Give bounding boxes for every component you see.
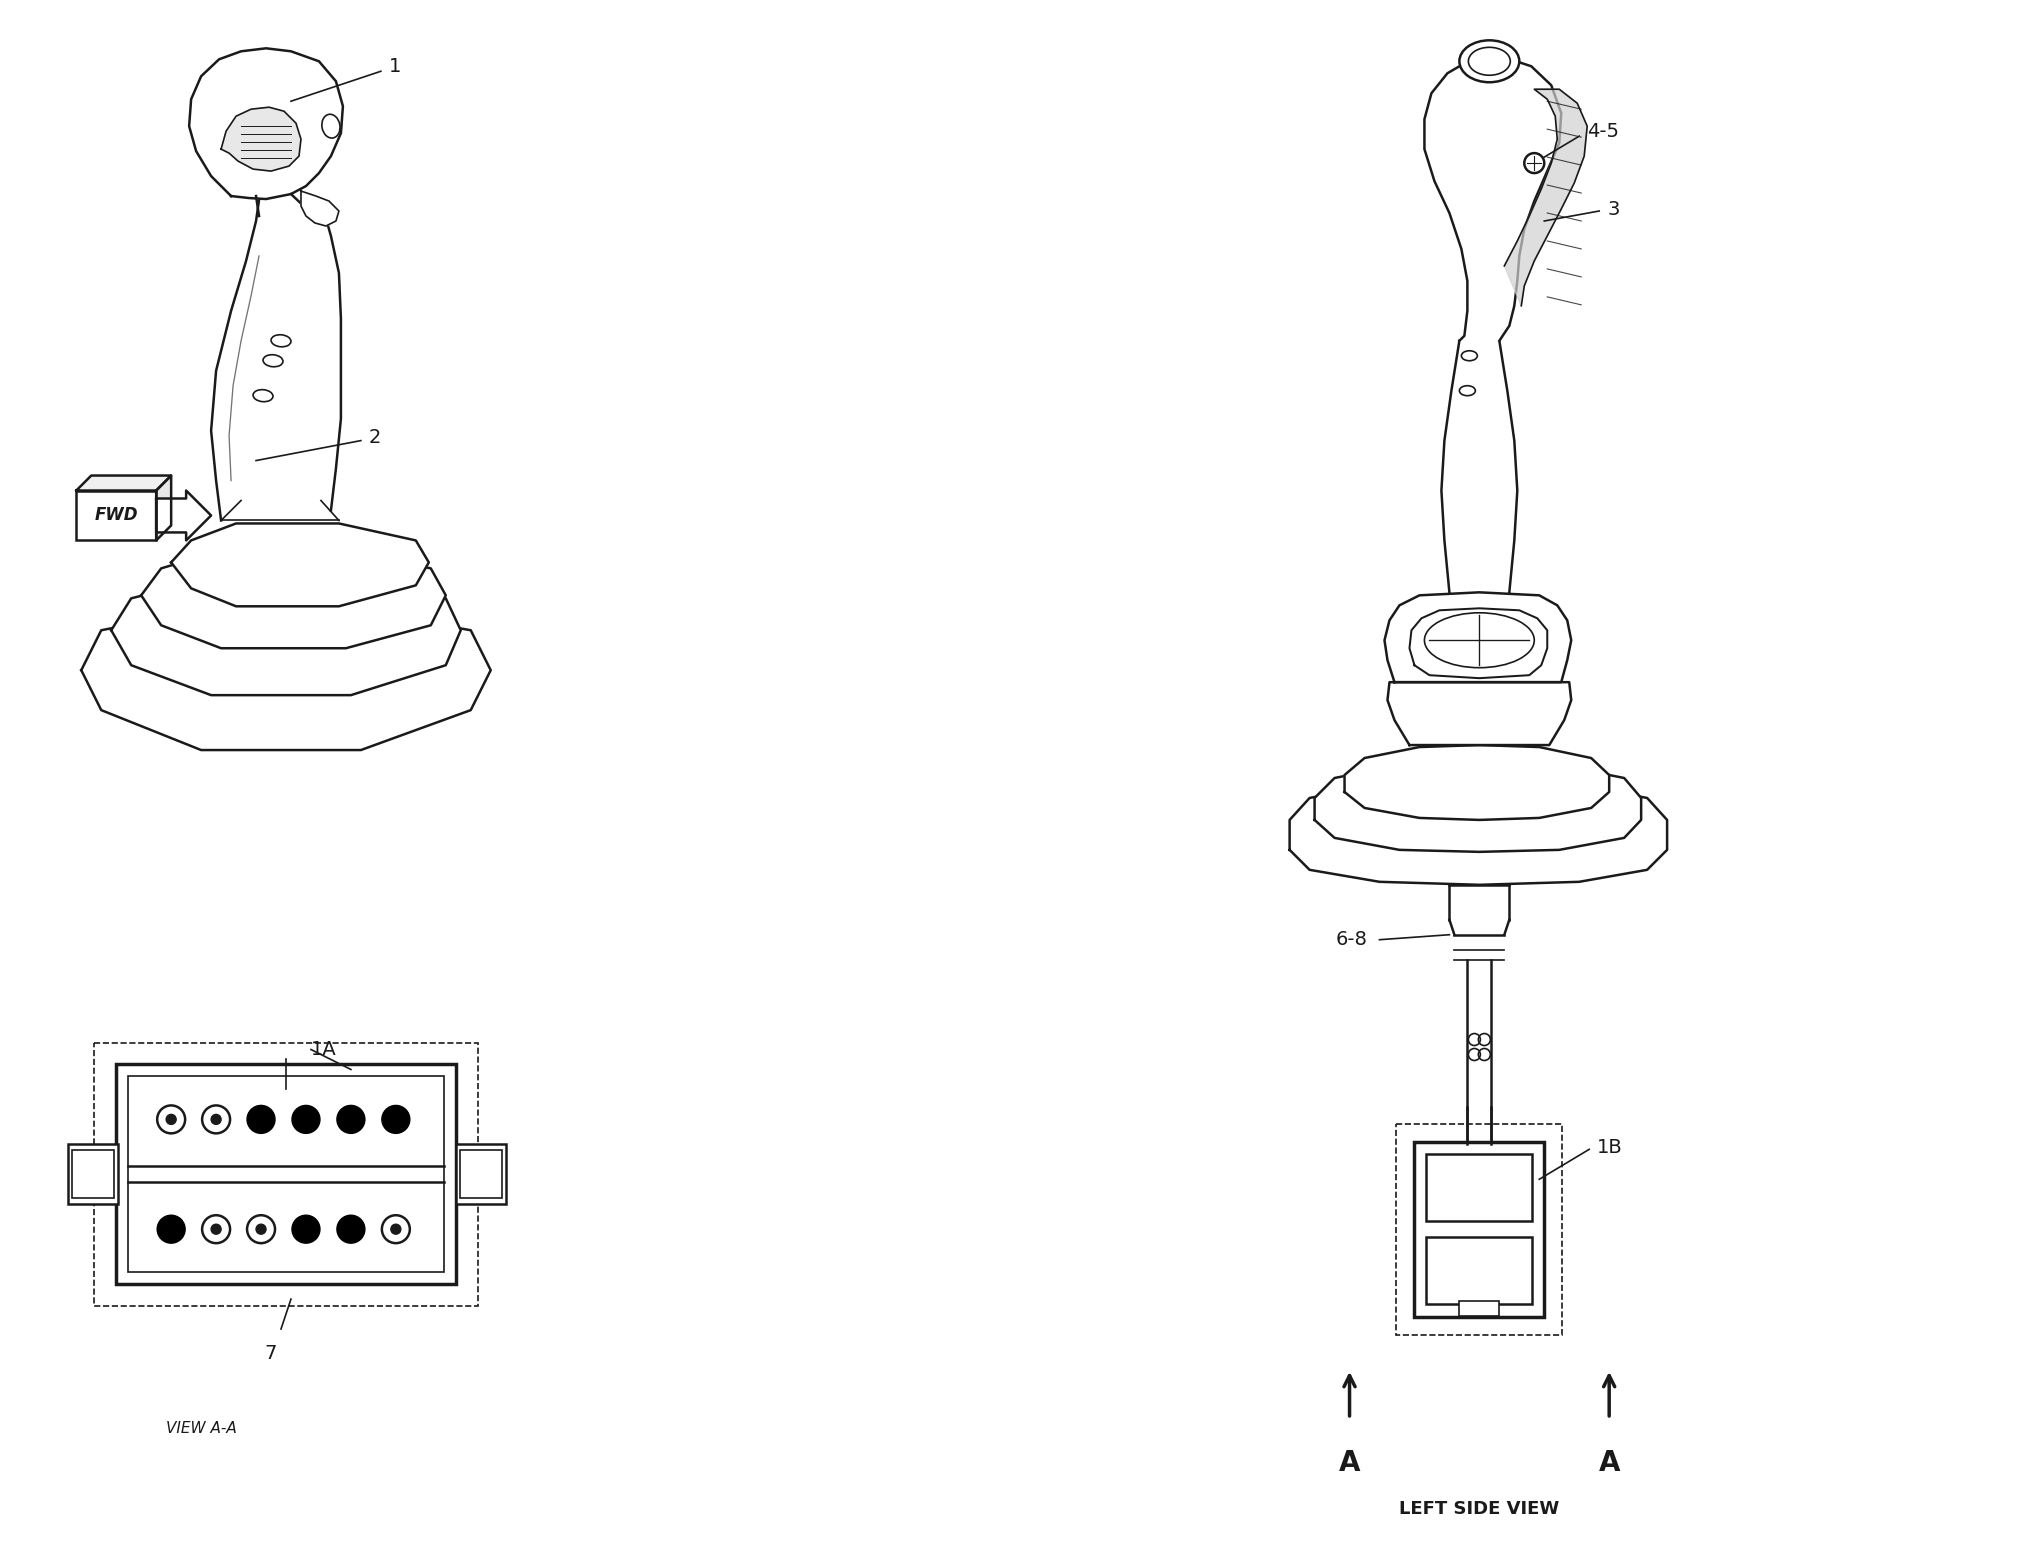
Polygon shape [172, 523, 429, 607]
Bar [1426, 1237, 1533, 1304]
Text: FWD: FWD [95, 506, 138, 524]
Polygon shape [81, 610, 490, 750]
Bar [73, 1150, 113, 1198]
Polygon shape [142, 551, 446, 649]
Bar [128, 1077, 443, 1273]
Circle shape [292, 1215, 320, 1243]
Polygon shape [156, 476, 172, 540]
Text: A: A [1339, 1449, 1361, 1477]
Circle shape [383, 1105, 409, 1133]
Circle shape [336, 1215, 364, 1243]
Bar [456, 1144, 506, 1204]
Text: LEFT SIDE VIEW: LEFT SIDE VIEW [1399, 1500, 1559, 1517]
Text: 3: 3 [1608, 199, 1620, 218]
Circle shape [391, 1225, 401, 1234]
Circle shape [166, 1114, 176, 1125]
Text: 2: 2 [369, 428, 381, 447]
Circle shape [211, 1225, 221, 1234]
Bar [77, 490, 156, 540]
Bar [69, 1144, 117, 1204]
Circle shape [336, 1105, 364, 1133]
Text: VIEW A-A: VIEW A-A [166, 1421, 237, 1436]
Circle shape [202, 1215, 231, 1243]
Text: 1A: 1A [312, 1039, 336, 1060]
Polygon shape [1345, 745, 1610, 820]
Polygon shape [1385, 593, 1571, 682]
Polygon shape [1442, 341, 1517, 593]
Bar [460, 1150, 502, 1198]
Polygon shape [211, 187, 340, 520]
Circle shape [158, 1215, 184, 1243]
Circle shape [247, 1105, 275, 1133]
Polygon shape [156, 490, 211, 540]
Polygon shape [111, 579, 462, 696]
Bar [1460, 1301, 1498, 1316]
Ellipse shape [1460, 40, 1519, 82]
Text: 1B: 1B [1598, 1137, 1622, 1156]
Bar [95, 1043, 478, 1305]
Circle shape [211, 1114, 221, 1125]
Circle shape [292, 1105, 320, 1133]
Text: A: A [1598, 1449, 1620, 1477]
Circle shape [247, 1215, 275, 1243]
Polygon shape [1314, 762, 1640, 851]
Bar [115, 1064, 456, 1284]
Bar [1413, 1142, 1545, 1316]
Text: 4-5: 4-5 [1588, 121, 1620, 140]
Circle shape [255, 1225, 265, 1234]
Text: 7: 7 [265, 1344, 277, 1363]
Polygon shape [302, 191, 338, 226]
Polygon shape [1424, 56, 1561, 341]
Polygon shape [1409, 608, 1547, 678]
Polygon shape [77, 476, 172, 490]
Polygon shape [221, 107, 302, 171]
Circle shape [383, 1215, 409, 1243]
Polygon shape [188, 48, 342, 199]
Text: 6-8: 6-8 [1336, 930, 1367, 949]
Text: 1: 1 [389, 56, 401, 76]
Polygon shape [1505, 89, 1588, 307]
Circle shape [202, 1105, 231, 1133]
Polygon shape [77, 490, 156, 540]
Circle shape [1525, 152, 1545, 173]
Bar [1426, 1155, 1533, 1221]
Circle shape [158, 1105, 184, 1133]
Bar [1397, 1125, 1561, 1335]
Polygon shape [1290, 783, 1667, 885]
Polygon shape [1387, 682, 1571, 745]
